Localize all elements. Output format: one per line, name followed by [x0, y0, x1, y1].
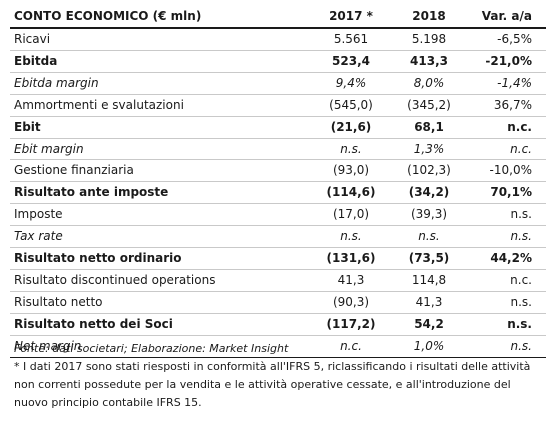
value-variation: n.s.: [466, 313, 546, 336]
value-2018: 413,3: [390, 50, 466, 73]
header-2017: 2017 *: [310, 5, 390, 29]
value-2017: (545,0): [310, 94, 390, 117]
table-row: Ebit (21,6) 68,1 n.c.: [10, 116, 546, 139]
row-label: Risultato discontinued operations: [10, 269, 310, 292]
value-variation: 36,7%: [466, 94, 546, 117]
table-header: CONTO ECONOMICO (€ mln) 2017 * 2018 Var.…: [10, 5, 546, 29]
table-row: Net margin n.c. 1,0% n.s.: [10, 335, 546, 358]
value-2017: n.s.: [310, 138, 390, 161]
value-variation: n.c.: [466, 116, 546, 139]
value-2018: (39,3): [390, 203, 466, 227]
row-label: Net margin: [10, 335, 310, 358]
table-row: Ricavi 5.561 5.198 -6,5%: [10, 28, 546, 51]
value-2018: 1,0%: [390, 335, 466, 358]
row-label: Gestione finanziaria: [10, 159, 310, 183]
row-label: Imposte: [10, 203, 310, 227]
value-variation: n.s.: [466, 225, 546, 249]
value-2018: (345,2): [390, 94, 466, 117]
value-2018: (102,3): [390, 159, 466, 183]
row-label: Ricavi: [10, 28, 310, 51]
table-row: Risultato netto dei Soci (117,2) 54,2 n.s.: [10, 313, 546, 336]
value-2017: (131,6): [310, 247, 390, 270]
value-variation: n.s.: [466, 203, 546, 227]
table-row: Ebitda margin 9,4% 8,0% -1,4%: [10, 72, 546, 95]
header-label: CONTO ECONOMICO (€ mln): [10, 5, 310, 29]
row-label: Risultato netto ordinario: [10, 247, 310, 270]
value-2017: (90,3): [310, 291, 390, 314]
value-2017: 523,4: [310, 50, 390, 73]
value-2018: 68,1: [390, 116, 466, 139]
row-label: Tax rate: [10, 225, 310, 249]
value-2018: 54,2: [390, 313, 466, 336]
row-label: Risultato netto dei Soci: [10, 313, 310, 336]
row-label: Ammortmenti e svalutazioni: [10, 94, 310, 117]
value-2018: 114,8: [390, 269, 466, 292]
value-2018: 5.198: [390, 28, 466, 51]
value-variation: -1,4%: [466, 72, 546, 95]
table-row: Risultato discontinued operations 41,3 114…: [10, 269, 546, 292]
source-note: Fonte: dati societari; Elaborazione: Mar…: [14, 342, 289, 355]
value-variation: -21,0%: [466, 50, 546, 73]
header-2018: 2018: [390, 5, 466, 29]
value-2018: 8,0%: [390, 72, 466, 95]
value-2017: 9,4%: [310, 72, 390, 95]
income-statement-table: CONTO ECONOMICO (€ mln) 2017 * 2018 Var.…: [10, 5, 546, 358]
footnote: * I dati 2017 sono stati riesposti in co…: [14, 360, 531, 409]
value-variation: 44,2%: [466, 247, 546, 270]
header-row: CONTO ECONOMICO (€ mln) 2017 * 2018 Var.…: [10, 5, 546, 29]
value-variation: n.s.: [466, 291, 546, 314]
value-variation: n.c.: [466, 138, 546, 161]
row-label: Ebit margin: [10, 138, 310, 161]
value-2017: 41,3: [310, 269, 390, 292]
table-body: Ricavi 5.561 5.198 -6,5% Ebitda 523,4 413,3 -21…: [10, 28, 546, 358]
row-label: Ebitda margin: [10, 72, 310, 95]
value-variation: -10,0%: [466, 159, 546, 183]
table-row: Tax rate n.s. n.s. n.s.: [10, 225, 546, 249]
value-2018: (73,5): [390, 247, 466, 270]
value-2018: (34,2): [390, 181, 466, 205]
row-label: Ebitda: [10, 50, 310, 73]
value-2017: 5.561: [310, 28, 390, 51]
table-row: Risultato netto (90,3) 41,3 n.s.: [10, 291, 546, 314]
value-2017: n.c.: [310, 335, 390, 358]
table-row: Gestione finanziaria (93,0) (102,3) -10,0%: [10, 159, 546, 183]
row-label: Risultato ante imposte: [10, 181, 310, 205]
value-2017: (117,2): [310, 313, 390, 336]
notes: Fonte: dati societari; Elaborazione: Mar…: [14, 340, 542, 412]
value-variation: -6,5%: [466, 28, 546, 51]
value-variation: n.s.: [466, 335, 546, 358]
value-2018: n.s.: [390, 225, 466, 249]
table-row: Ebit margin n.s. 1,3% n.c.: [10, 138, 546, 161]
value-2017: (21,6): [310, 116, 390, 139]
value-2018: 41,3: [390, 291, 466, 314]
value-2017: (114,6): [310, 181, 390, 205]
table-row: Risultato ante imposte (114,6) (34,2) 70,1%: [10, 181, 546, 205]
table-row: Ebitda 523,4 413,3 -21,0%: [10, 50, 546, 73]
value-variation: n.c.: [466, 269, 546, 292]
table-row: Risultato netto ordinario (131,6) (73,5) 44…: [10, 247, 546, 270]
row-label: Ebit: [10, 116, 310, 139]
row-label: Risultato netto: [10, 291, 310, 314]
value-variation: 70,1%: [466, 181, 546, 205]
table-row: Ammortmenti e svalutazioni (545,0) (345,2)…: [10, 94, 546, 117]
header-variation: Var. a/a: [466, 5, 546, 29]
value-2017: (93,0): [310, 159, 390, 183]
value-2017: (17,0): [310, 203, 390, 227]
value-2018: 1,3%: [390, 138, 466, 161]
table-row: Imposte (17,0) (39,3) n.s.: [10, 203, 546, 227]
value-2017: n.s.: [310, 225, 390, 249]
